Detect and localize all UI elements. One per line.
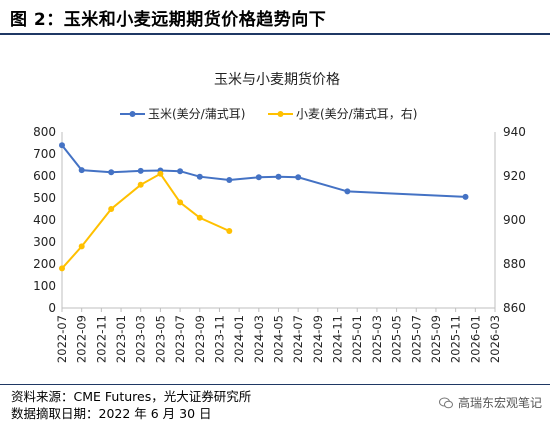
axes	[61, 132, 496, 309]
right-tick-label: 920	[503, 169, 526, 183]
right-axis-ticks: 860 880 900 920 940	[503, 125, 526, 315]
left-tick-label: 700	[33, 147, 56, 161]
left-tick-label: 400	[33, 213, 56, 227]
legend-corn-label: 玉米(美分/蒲式耳)	[148, 107, 245, 121]
data-point-wheat	[226, 228, 233, 234]
legend-corn-marker	[129, 111, 136, 117]
data-point-corn	[177, 168, 184, 175]
data-point-wheat	[108, 206, 115, 212]
data-point-corn	[295, 174, 302, 181]
legend-item-wheat: 小麦(美分/蒲式耳，右)	[268, 106, 417, 121]
data-point-corn	[108, 169, 115, 176]
right-tick-label: 860	[503, 301, 526, 315]
x-tick-label: 2024-05	[272, 315, 286, 363]
legend-item-corn: 玉米(美分/蒲式耳)	[120, 107, 245, 121]
wechat-icon	[438, 397, 453, 408]
chart: 玉米与小麦期货价格 玉米(美分/蒲式耳) 小麦(美分/蒲式耳，右) 0 100 20…	[33, 71, 526, 363]
data-point-corn	[59, 142, 65, 149]
left-tick-label: 600	[33, 169, 56, 183]
x-tick-label: 2023-05	[153, 315, 167, 363]
x-tick-label: 2025-05	[390, 315, 404, 363]
x-tick-label: 2025-11	[449, 315, 463, 363]
x-tick-label: 2024-03	[252, 315, 266, 363]
data-point-wheat	[177, 199, 184, 206]
data-point-wheat	[59, 265, 65, 272]
left-tick-label: 500	[33, 191, 56, 205]
series-layer	[59, 142, 469, 272]
x-tick-label: 2023-09	[193, 315, 207, 363]
x-tick-label: 2024-01	[232, 315, 246, 363]
data-point-wheat	[157, 170, 164, 177]
left-tick-label: 0	[48, 301, 56, 315]
data-point-corn	[137, 167, 144, 174]
data-point-corn	[275, 173, 282, 180]
left-tick-label: 100	[33, 279, 56, 293]
data-point-corn	[226, 177, 233, 183]
x-tick-label: 2025-03	[370, 315, 384, 363]
x-tick-label: 2022-11	[94, 315, 108, 363]
x-tick-label: 2026-03	[488, 315, 502, 363]
x-tick-label: 2023-07	[173, 315, 187, 363]
x-tick-label: 2022-09	[75, 315, 89, 363]
data-point-wheat	[196, 214, 203, 221]
chart-title: 玉米与小麦期货价格	[214, 71, 340, 88]
right-tick-label: 900	[503, 213, 526, 227]
x-tick-label: 2023-03	[134, 315, 148, 363]
series-line-corn	[61, 144, 466, 198]
x-tick-label: 2024-11	[331, 315, 345, 363]
left-tick-label: 200	[33, 257, 56, 271]
watermark-text: 高瑞东宏观笔记	[457, 396, 542, 410]
left-tick-label: 800	[33, 125, 56, 139]
top-rule	[0, 33, 550, 35]
data-point-corn	[196, 173, 203, 180]
source-note: 资料来源：CME Futures，光大证券研究所	[11, 389, 252, 404]
left-axis-ticks: 0 100 200 300 400 500 600 700 800	[33, 125, 56, 315]
figure-title: 图 2：玉米和小麦远期期货价格趋势向下	[10, 10, 327, 30]
date-note: 数据摘取日期：2022 年 6 月 30 日	[11, 406, 212, 421]
x-tick-label: 2023-01	[114, 315, 128, 363]
bottom-rule	[0, 384, 550, 385]
left-tick-label: 300	[33, 235, 56, 249]
legend-wheat-marker	[277, 111, 284, 117]
x-tick-label: 2026-01	[468, 315, 482, 363]
watermark: 高瑞东宏观笔记	[438, 394, 542, 411]
legend-wheat-label: 小麦(美分/蒲式耳，右)	[296, 106, 417, 121]
x-axis-ticks: 2022-07 2022-09 2022-11 2023-01 2023-03 2023-…	[55, 308, 502, 363]
data-point-wheat	[78, 243, 85, 250]
legend: 玉米(美分/蒲式耳) 小麦(美分/蒲式耳，右)	[120, 106, 417, 121]
data-point-corn	[78, 167, 85, 174]
x-tick-label: 2023-11	[212, 315, 226, 363]
data-point-corn	[462, 193, 469, 200]
data-point-corn	[344, 188, 351, 195]
x-tick-label: 2022-07	[55, 315, 69, 363]
data-point-corn	[255, 174, 262, 181]
right-tick-label: 940	[503, 125, 526, 139]
x-tick-label: 2024-09	[311, 315, 325, 363]
data-point-wheat	[137, 181, 144, 188]
x-tick-label: 2025-07	[409, 315, 423, 363]
x-tick-label: 2025-09	[429, 315, 443, 363]
footer: 资料来源：CME Futures，光大证券研究所 数据摘取日期：2022 年 6…	[11, 388, 251, 422]
series-line-wheat	[61, 172, 230, 270]
right-tick-label: 880	[503, 257, 526, 271]
x-tick-label: 2025-01	[350, 315, 364, 363]
x-tick-label: 2024-07	[291, 315, 305, 363]
